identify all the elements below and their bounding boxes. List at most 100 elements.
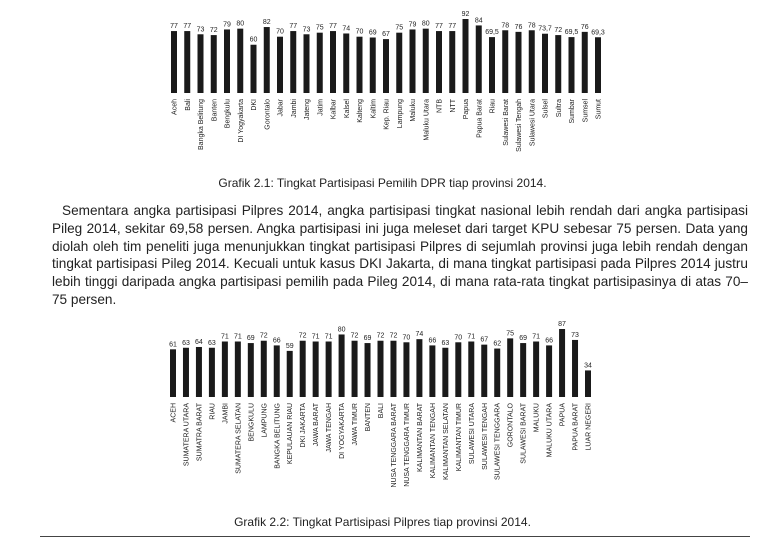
x-tick-label: BENGKULU bbox=[248, 403, 255, 442]
data-label: 72 bbox=[377, 333, 385, 340]
bar bbox=[286, 350, 293, 397]
bar bbox=[170, 349, 176, 397]
bar bbox=[277, 36, 283, 93]
x-tick-label: DKI bbox=[251, 99, 258, 111]
bar bbox=[312, 341, 319, 397]
bar bbox=[455, 342, 462, 397]
bar bbox=[572, 339, 579, 397]
bar bbox=[263, 27, 270, 93]
data-label: 75 bbox=[395, 25, 403, 32]
paragraph: Sementara angka partisipasi Pilpres 2014… bbox=[52, 203, 748, 307]
x-tick-label: LUAR NEGERI bbox=[586, 403, 593, 451]
data-label: 71 bbox=[221, 334, 229, 341]
data-label: 69 bbox=[247, 335, 255, 342]
x-tick-label: MALUKU bbox=[534, 403, 541, 432]
bar bbox=[475, 25, 482, 93]
bar bbox=[396, 32, 403, 93]
x-tick-label: SULAWESI TENGGARA bbox=[495, 403, 502, 480]
x-tick-label: NTB bbox=[437, 99, 444, 113]
data-label: 77 bbox=[170, 23, 178, 30]
x-tick-label: Papua Barat bbox=[476, 99, 483, 138]
data-label: 66 bbox=[428, 337, 436, 344]
bar bbox=[197, 34, 204, 93]
bar bbox=[520, 343, 527, 397]
bar bbox=[364, 343, 371, 397]
bar bbox=[546, 345, 553, 397]
bar bbox=[338, 334, 345, 397]
x-tick-label: Kalsel bbox=[344, 99, 351, 119]
data-label: 74 bbox=[342, 25, 350, 32]
x-tick-label: SULAWESI BARAT bbox=[521, 402, 528, 463]
x-tick-label: Banten bbox=[211, 99, 218, 121]
x-tick-label: BALI bbox=[378, 403, 385, 418]
x-tick-label: BANGKA BELITUNG bbox=[274, 403, 281, 469]
bar bbox=[208, 347, 215, 397]
x-tick-label: Kep. Riau bbox=[384, 99, 391, 130]
data-label: 72 bbox=[210, 27, 218, 34]
data-label: 72 bbox=[260, 333, 268, 340]
bar bbox=[502, 30, 509, 93]
bar bbox=[390, 340, 397, 397]
data-label: 71 bbox=[532, 334, 540, 341]
x-tick-label: Maluku bbox=[410, 99, 417, 122]
rule bbox=[40, 536, 750, 537]
x-tick-label: KALIMANTAN TENGAH bbox=[430, 403, 437, 478]
data-label: 70 bbox=[454, 334, 462, 341]
bar bbox=[195, 346, 202, 397]
bar bbox=[247, 343, 254, 397]
data-label: 76 bbox=[515, 24, 523, 31]
bar bbox=[369, 37, 376, 93]
bar bbox=[436, 31, 442, 94]
x-tick-label: MALUKU UTARA bbox=[547, 403, 554, 458]
data-label: 72 bbox=[351, 333, 359, 340]
data-label: 84 bbox=[475, 17, 483, 24]
x-tick-label: NUSA TENGGARA TIMUR bbox=[404, 403, 411, 487]
bar bbox=[237, 28, 244, 93]
bar bbox=[403, 342, 410, 397]
chart-2: 61 ACEH 63 SUMATERA UTARA 64 SUMATRA BARAT 63 R… bbox=[169, 321, 593, 488]
data-label: 80 bbox=[338, 326, 346, 333]
data-label: 77 bbox=[435, 23, 443, 30]
x-tick-label: Sultra bbox=[556, 99, 563, 117]
data-label: 73 bbox=[197, 26, 205, 33]
x-tick-label: NUSA TENGGARA BARAT bbox=[391, 402, 398, 487]
bar bbox=[416, 339, 423, 397]
data-label: 73,7 bbox=[538, 26, 552, 33]
x-tick-label: PAPUA BARAT bbox=[573, 402, 580, 450]
data-label: 78 bbox=[528, 22, 536, 29]
data-label: 75 bbox=[316, 25, 324, 32]
x-tick-label: SUMATERA SELATAN bbox=[235, 403, 242, 474]
bar bbox=[429, 345, 436, 397]
x-tick-label: RIAU bbox=[209, 403, 216, 420]
bar bbox=[595, 37, 601, 93]
bar bbox=[377, 340, 384, 397]
x-tick-label: JAMBI bbox=[222, 403, 229, 424]
bar bbox=[182, 347, 189, 397]
x-tick-label: Bali bbox=[185, 99, 192, 111]
data-label: 72 bbox=[390, 333, 398, 340]
x-tick-label: SULAWESI TENGAH bbox=[482, 403, 489, 470]
bar bbox=[542, 33, 548, 93]
bar bbox=[260, 340, 267, 397]
x-tick-label: JAWA TENGAH bbox=[326, 403, 333, 453]
bar bbox=[184, 31, 191, 94]
data-label: 77 bbox=[183, 23, 191, 30]
bar bbox=[481, 344, 488, 397]
data-label: 69 bbox=[369, 30, 377, 37]
bar bbox=[468, 341, 475, 397]
bar bbox=[299, 340, 306, 397]
bar bbox=[171, 31, 177, 94]
bar bbox=[210, 35, 217, 93]
data-label: 66 bbox=[545, 337, 553, 344]
bar bbox=[494, 348, 501, 397]
x-tick-label: LAMPUNG bbox=[261, 403, 268, 438]
bar bbox=[356, 36, 363, 93]
x-tick-label: Lampung bbox=[397, 99, 404, 128]
bar bbox=[585, 370, 591, 397]
x-tick-label: SUMATERA UTARA bbox=[183, 403, 190, 466]
x-tick-label: NTT bbox=[450, 98, 457, 112]
x-tick-label: Kaltim bbox=[370, 99, 377, 119]
x-tick-label: SUMATRA BARAT bbox=[196, 402, 203, 461]
data-label: 77 bbox=[329, 23, 337, 30]
x-tick-label: KALIMANTAN SELATAN bbox=[443, 403, 450, 480]
